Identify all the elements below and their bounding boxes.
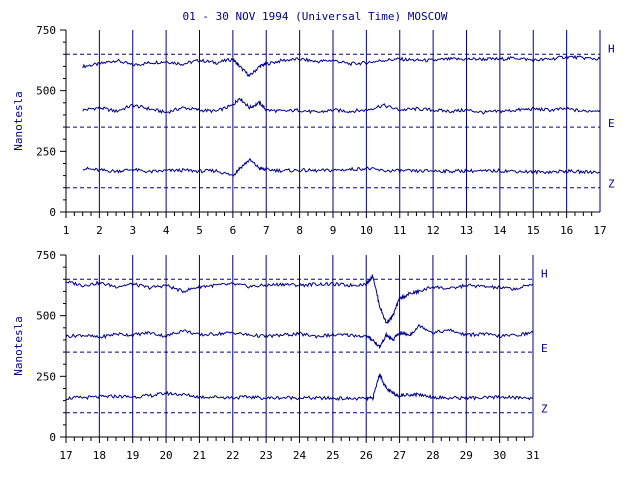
x-tick-label: 12	[427, 224, 440, 237]
x-tick-label: 31	[526, 449, 539, 462]
chart-title: 01 - 30 NOV 1994 (Universal Time) MOSCOW	[183, 10, 448, 23]
x-tick-label: 11	[393, 224, 406, 237]
component-label-e: E	[541, 342, 548, 355]
component-label-e: E	[608, 117, 615, 130]
x-tick-label: 27	[393, 449, 406, 462]
x-tick-label: 21	[193, 449, 206, 462]
x-tick-label: 18	[93, 449, 106, 462]
component-label-z: Z	[541, 403, 548, 416]
x-tick-label: 1	[63, 224, 70, 237]
x-tick-label: 24	[293, 449, 307, 462]
x-tick-label: 25	[326, 449, 339, 462]
y-tick-label: 500	[36, 310, 56, 323]
x-tick-label: 10	[360, 224, 373, 237]
series-z-line	[82, 158, 601, 177]
x-tick-label: 14	[493, 224, 507, 237]
y-tick-label: 750	[36, 249, 56, 262]
x-tick-label: 9	[330, 224, 337, 237]
x-tick-label: 5	[196, 224, 203, 237]
x-tick-label: 26	[360, 449, 373, 462]
x-tick-label: 13	[460, 224, 473, 237]
x-tick-label: 23	[260, 449, 273, 462]
series-e-line	[82, 97, 601, 115]
x-tick-label: 8	[296, 224, 303, 237]
x-tick-label: 15	[527, 224, 540, 237]
x-tick-label: 3	[129, 224, 136, 237]
x-tick-label: 20	[159, 449, 172, 462]
y-axis-label: Nanotesla	[12, 91, 25, 151]
x-tick-label: 7	[263, 224, 270, 237]
x-tick-label: 30	[493, 449, 506, 462]
x-tick-label: 29	[460, 449, 473, 462]
series-h-line	[82, 54, 601, 78]
component-label-z: Z	[608, 178, 615, 191]
chart-panel-2: 0 250 500 750 17 18 19 20 21 22 23 24 25 26 27 28 29 30 31…	[12, 249, 548, 462]
x-tick-label: 17	[59, 449, 72, 462]
x-tick-label: 4	[163, 224, 170, 237]
y-axis-label: Nanotesla	[12, 316, 25, 376]
component-label-h: H	[541, 267, 548, 280]
series-z-line	[65, 372, 534, 402]
y-tick-label: 500	[36, 85, 56, 98]
y-tick-label: 250	[36, 370, 56, 383]
x-tick-label: 16	[560, 224, 573, 237]
x-tick-label: 28	[426, 449, 439, 462]
x-tick-label: 17	[593, 224, 606, 237]
y-tick-label: 750	[36, 24, 56, 37]
series-e-line	[65, 323, 534, 349]
x-tick-label: 2	[96, 224, 103, 237]
y-tick-label: 0	[49, 206, 56, 219]
x-tick-label: 22	[226, 449, 239, 462]
y-tick-label: 250	[36, 145, 56, 158]
x-tick-label: 19	[126, 449, 139, 462]
x-tick-label: 6	[230, 224, 237, 237]
y-tick-label: 0	[49, 431, 56, 444]
component-label-h: H	[608, 42, 615, 55]
series-h-line	[65, 274, 534, 325]
